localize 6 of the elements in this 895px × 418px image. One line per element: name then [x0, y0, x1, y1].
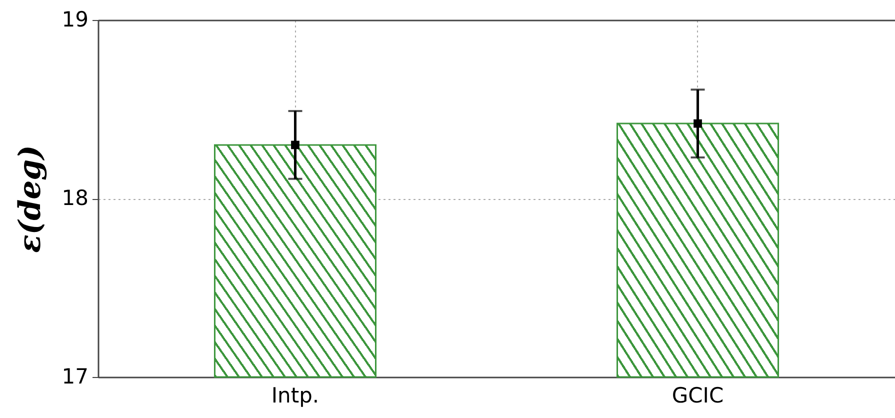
y-tick-label: 19 [62, 8, 88, 32]
x-tick-label: GCIC [672, 384, 724, 408]
y-tick-label: 18 [62, 186, 88, 210]
y-tick-label: 17 [62, 364, 88, 388]
x-tick-label: Intp. [271, 384, 320, 408]
y-axis-title: ε(deg) [12, 145, 48, 253]
